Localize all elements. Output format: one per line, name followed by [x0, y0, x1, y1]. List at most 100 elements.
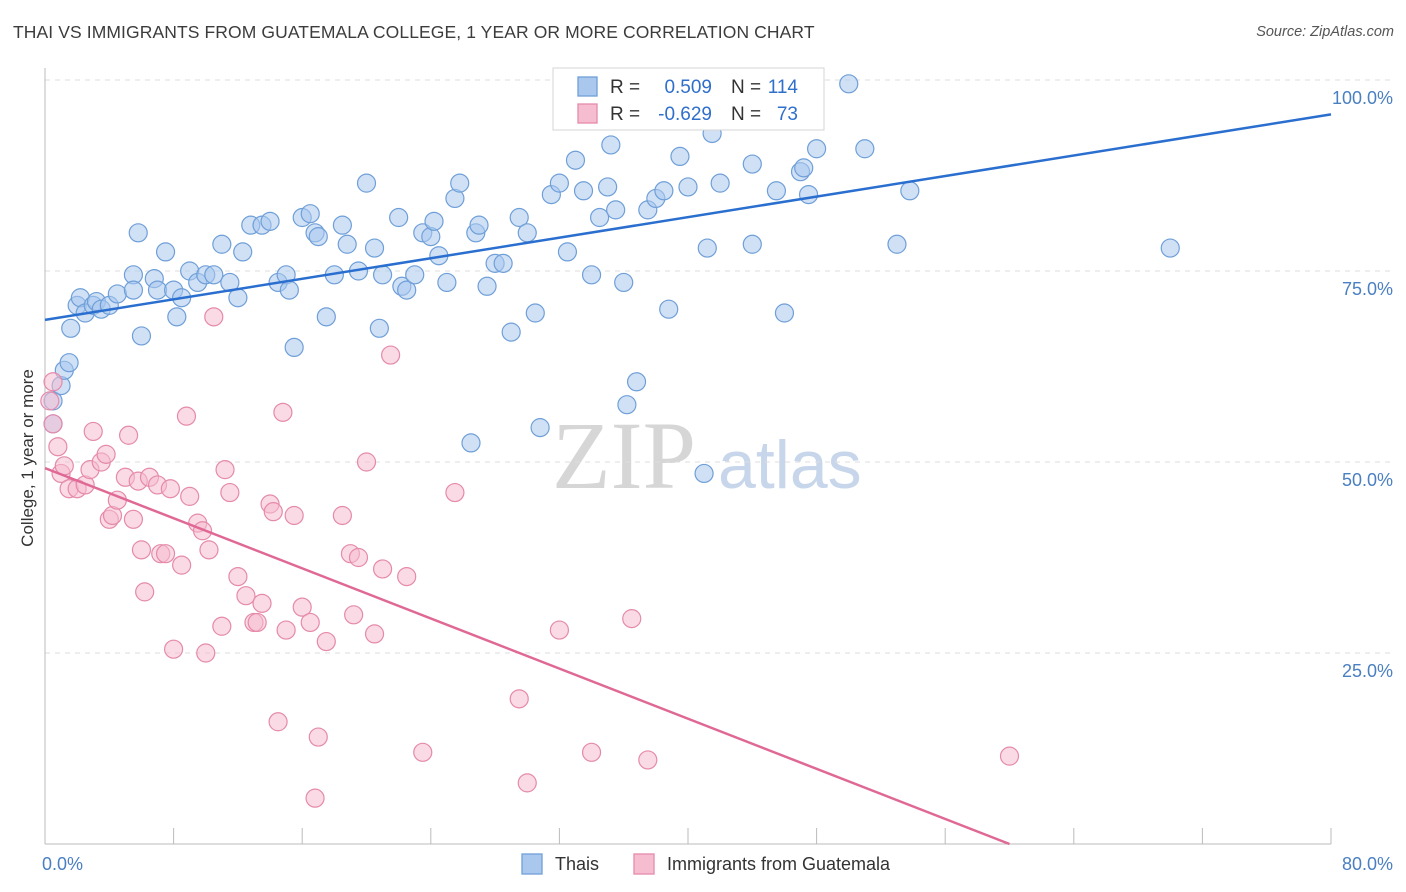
legend-n-value-thais: 114 — [768, 77, 799, 98]
data-point-guatemala — [308, 727, 328, 747]
bottom-legend: Thais Immigrants from Guatemala — [521, 853, 891, 875]
data-point-thais — [670, 146, 690, 166]
data-point-thais — [774, 303, 795, 323]
legend-n-label-guatemala: N = — [731, 104, 761, 125]
bottom-legend-label-guatemala: Immigrants from Guatemala — [667, 854, 891, 874]
data-point-guatemala — [40, 391, 60, 411]
y-tick-label: 25.0% — [1342, 661, 1393, 681]
data-point-guatemala — [284, 505, 304, 526]
data-point-guatemala — [999, 746, 1020, 766]
data-point-guatemala — [135, 582, 155, 602]
data-point-guatemala — [348, 547, 369, 568]
data-point-thais — [228, 288, 248, 308]
data-point-guatemala — [316, 631, 336, 652]
data-point-thais — [742, 154, 762, 174]
data-point-guatemala — [305, 788, 325, 808]
legend-n-label-thais: N = — [731, 77, 761, 98]
data-point-thais — [61, 318, 81, 338]
data-point-thais — [128, 223, 148, 243]
data-point-thais — [598, 177, 618, 197]
data-point-thais — [107, 284, 127, 304]
data-point-guatemala — [517, 773, 537, 793]
y-tick-label: 75.0% — [1342, 279, 1393, 299]
data-point-guatemala — [356, 452, 377, 472]
y-tick-labels: 25.0% 50.0% 75.0% 100.0% — [1332, 88, 1393, 681]
data-point-thais — [887, 234, 907, 254]
data-point-thais — [525, 303, 545, 323]
data-point-thais — [316, 307, 336, 327]
data-point-guatemala — [268, 712, 288, 732]
data-point-thais — [279, 280, 299, 300]
data-point-thais — [900, 181, 920, 201]
data-point-guatemala — [273, 402, 293, 422]
data-point-guatemala — [381, 345, 401, 365]
data-point-thais — [260, 211, 280, 231]
data-point-thais — [369, 318, 389, 338]
data-point-thais — [300, 204, 320, 224]
data-point-guatemala — [155, 544, 176, 564]
data-point-thais — [806, 139, 827, 159]
data-point-guatemala — [123, 509, 144, 529]
data-point-guatemala — [43, 414, 63, 434]
legend-r-label-thais: R = — [610, 77, 640, 98]
data-point-guatemala — [204, 307, 224, 327]
data-point-guatemala — [83, 421, 103, 442]
data-point-guatemala — [332, 505, 352, 526]
data-point-thais — [766, 181, 787, 201]
data-point-thais — [356, 173, 377, 193]
data-point-guatemala — [196, 643, 216, 663]
data-point-thais — [794, 158, 814, 178]
data-point-guatemala — [160, 479, 180, 499]
data-point-thais — [123, 280, 144, 300]
series-guatemala-points — [40, 307, 1020, 808]
data-point-thais — [626, 372, 647, 392]
x-tick-label-min: 0.0% — [42, 854, 83, 874]
data-point-thais — [694, 463, 714, 484]
legend-swatch-guatemala — [577, 103, 598, 124]
data-point-thais — [147, 280, 168, 300]
data-point-guatemala — [247, 612, 267, 633]
legend-swatch-thais — [577, 76, 598, 97]
data-point-thais — [233, 242, 253, 262]
data-point-thais — [364, 238, 385, 258]
data-point-thais — [131, 326, 152, 346]
source-label: Source: ZipAtlas.com — [1256, 24, 1394, 40]
trend-line-guatemala — [44, 466, 1010, 846]
data-point-guatemala — [622, 609, 642, 629]
data-point-thais — [167, 307, 187, 327]
data-point-guatemala — [549, 620, 570, 640]
legend-n-value-guatemala: 73 — [777, 104, 798, 125]
data-point-guatemala — [236, 586, 256, 606]
watermark-atlas: atlas — [718, 427, 862, 503]
data-point-thais — [509, 207, 529, 228]
data-point-thais — [469, 215, 489, 235]
stats-legend-box — [552, 67, 825, 131]
bottom-legend-label-thais: Thais — [555, 854, 599, 874]
data-point-thais — [405, 265, 425, 285]
data-point-thais — [855, 139, 875, 159]
data-point-thais — [308, 227, 328, 247]
data-point-thais — [573, 181, 594, 201]
data-point-thais — [565, 150, 586, 170]
data-point-thais — [798, 185, 819, 205]
data-point-guatemala — [176, 406, 197, 426]
data-point-thais — [501, 322, 521, 342]
watermark: ZIP atlas — [552, 402, 862, 509]
legend-r-label-guatemala: R = — [610, 104, 640, 125]
trend-line-thais — [44, 113, 1332, 322]
data-point-guatemala — [344, 605, 364, 625]
data-point-thais — [589, 207, 610, 228]
data-point-guatemala — [48, 437, 68, 457]
data-point-guatemala — [509, 689, 529, 709]
watermark-zip: ZIP — [552, 402, 696, 509]
data-point-thais — [337, 234, 357, 254]
data-point-thais — [204, 265, 224, 285]
y-axis-label: College, 1 year or more — [18, 369, 37, 547]
data-point-guatemala — [276, 620, 296, 640]
data-point-guatemala — [263, 502, 283, 522]
data-point-thais — [839, 74, 859, 94]
data-point-thais — [59, 353, 79, 373]
data-point-thais — [493, 253, 513, 273]
data-point-thais — [678, 177, 698, 197]
